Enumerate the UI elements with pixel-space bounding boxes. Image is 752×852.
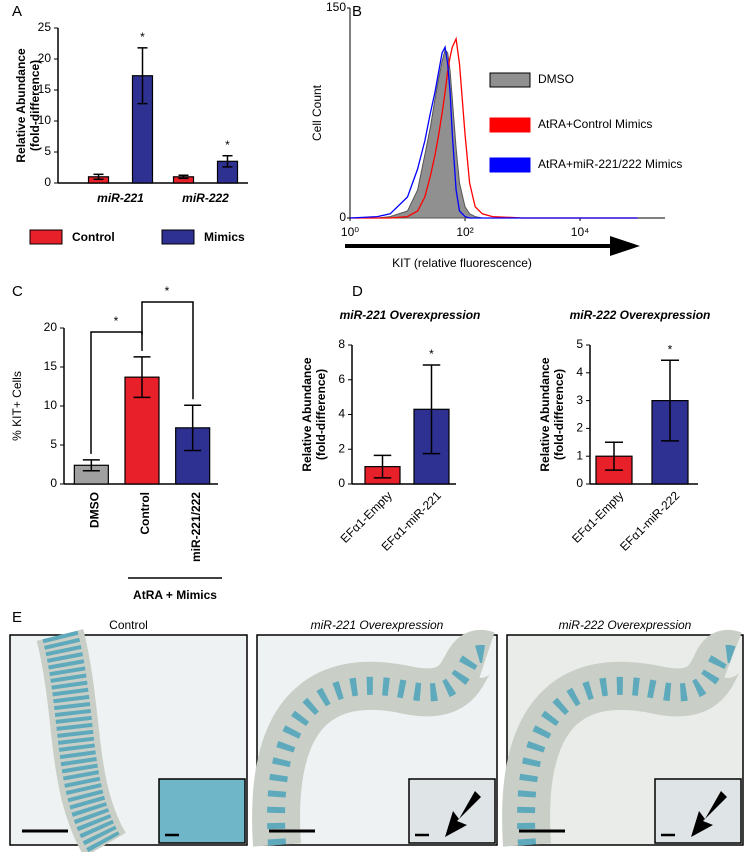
y-tick-label: 10 bbox=[38, 113, 52, 127]
y-axis-label: Relative Abundance bbox=[300, 357, 314, 472]
inset bbox=[654, 778, 742, 844]
inset bbox=[408, 778, 496, 844]
x-tick-label: 10² bbox=[456, 225, 473, 239]
legend-label: Mimics bbox=[204, 230, 245, 244]
y-tick-label: 20 bbox=[38, 51, 52, 65]
bar bbox=[651, 400, 689, 485]
y-axis-label: (fold-difference) bbox=[28, 60, 42, 151]
panel-label: E bbox=[12, 609, 22, 626]
x-tick-label: 10⁰ bbox=[341, 225, 359, 239]
histogram-line bbox=[350, 36, 638, 219]
legend-swatch bbox=[489, 117, 531, 133]
y-tick-label: 8 bbox=[338, 337, 345, 351]
y-tick-label: 5 bbox=[576, 337, 583, 351]
image-title: miR-222 Overexpression bbox=[559, 618, 692, 632]
y-axis-label: (fold-difference) bbox=[314, 369, 328, 460]
significance-star: * bbox=[225, 138, 230, 152]
x-arrowhead bbox=[610, 236, 640, 256]
chart-title: miR-222 Overexpression bbox=[570, 308, 711, 322]
y-tick-label: 5 bbox=[44, 144, 51, 158]
y-axis-label: Cell Count bbox=[310, 84, 324, 141]
panel-label: B bbox=[352, 3, 362, 20]
x-tick-label: EFα1-Empty bbox=[569, 488, 626, 545]
panel-label: D bbox=[352, 283, 363, 300]
legend-swatch bbox=[489, 157, 531, 173]
y-tick-label: 5 bbox=[50, 437, 57, 451]
bracket bbox=[141, 301, 194, 400]
bracket bbox=[90, 331, 143, 454]
y-tick-label: 6 bbox=[338, 372, 345, 386]
y-tick-label: 150 bbox=[326, 0, 346, 14]
x-tick-label: miR-221 bbox=[97, 191, 144, 205]
significance-star: * bbox=[114, 314, 119, 328]
group-label: AtRA + Mimics bbox=[133, 588, 217, 602]
y-tick-label: 0 bbox=[339, 210, 346, 224]
image-title: Control bbox=[109, 618, 148, 632]
x-tick-label: Control bbox=[138, 492, 152, 535]
y-axis-label: % KIT+ Cells bbox=[10, 371, 24, 441]
arrow bbox=[445, 791, 481, 837]
y-tick-label: 15 bbox=[38, 82, 52, 96]
significance-star: * bbox=[429, 347, 434, 361]
y-tick-label: 2 bbox=[338, 441, 345, 455]
stain bbox=[42, 630, 121, 852]
significance-star: * bbox=[668, 342, 673, 356]
panel-label: C bbox=[12, 283, 23, 300]
y-tick-label: 10 bbox=[44, 398, 58, 412]
y-tick-label: 0 bbox=[44, 175, 51, 189]
x-axis-label: KIT (relative fluorescence) bbox=[392, 256, 532, 270]
panel-label: A bbox=[12, 3, 22, 20]
histogram-line bbox=[349, 45, 638, 219]
y-tick-label: 20 bbox=[44, 320, 58, 334]
tissue bbox=[502, 630, 742, 847]
x-tick-label: miR-222 bbox=[182, 191, 229, 205]
stain bbox=[267, 645, 490, 846]
x-tick-label: 10⁴ bbox=[571, 225, 590, 239]
legend-label: DMSO bbox=[538, 72, 574, 86]
y-tick-label: 0 bbox=[50, 476, 57, 490]
legend-swatch bbox=[489, 72, 531, 88]
y-tick-label: 1 bbox=[576, 448, 583, 462]
y-tick-label: 2 bbox=[576, 421, 583, 435]
y-axis-label: Relative Abundance bbox=[14, 48, 28, 163]
y-tick-label: 0 bbox=[576, 476, 583, 490]
chart-title: miR-221 Overexpression bbox=[340, 308, 481, 322]
y-tick-label: 4 bbox=[338, 407, 345, 421]
significance-star: * bbox=[140, 30, 145, 44]
y-tick-label: 0 bbox=[338, 476, 345, 490]
inset bbox=[158, 778, 246, 844]
y-tick-label: 4 bbox=[576, 365, 583, 379]
legend-swatch bbox=[29, 229, 63, 245]
x-tick-label: DMSO bbox=[88, 492, 102, 528]
y-axis-label: Relative Abundance bbox=[538, 357, 552, 472]
x-tick-label: EFα1-miR-222 bbox=[617, 488, 682, 553]
legend-label: AtRA+miR-221/222 Mimics bbox=[538, 157, 682, 171]
x-tick-label: miR-221/222 bbox=[189, 492, 203, 562]
y-tick-label: 3 bbox=[576, 393, 583, 407]
image-title: miR-221 Overexpression bbox=[311, 618, 444, 632]
y-tick-label: 25 bbox=[38, 20, 52, 34]
legend-swatch bbox=[161, 229, 195, 245]
arrow bbox=[691, 791, 727, 837]
y-tick-label: 15 bbox=[44, 359, 58, 373]
legend-label: Control bbox=[72, 230, 115, 244]
y-axis-label: (fold-difference) bbox=[552, 369, 566, 460]
significance-star: * bbox=[165, 284, 170, 298]
legend-label: AtRA+Control Mimics bbox=[538, 117, 652, 131]
